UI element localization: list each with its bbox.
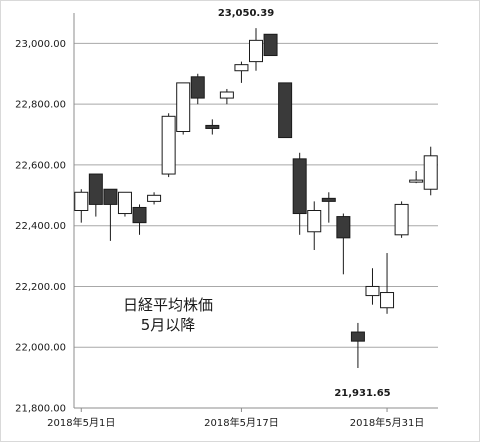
chart-title-line: 日経平均株価 <box>123 296 213 314</box>
y-tick-label: 22,800.00 <box>15 100 66 111</box>
annotation-label: 23,050.39 <box>218 8 274 19</box>
candle-body <box>292 158 307 215</box>
candle-body <box>219 91 234 99</box>
candle-body <box>409 179 424 183</box>
chart-title-line: 5月以降 <box>141 316 196 334</box>
y-tick-label: 23,000.00 <box>15 39 66 50</box>
y-tick-label: 22,600.00 <box>15 160 66 171</box>
y-tick-label: 22,400.00 <box>15 221 66 232</box>
candle-body <box>423 155 438 190</box>
candle-body <box>350 331 365 342</box>
candle-body <box>147 194 162 202</box>
y-tick-label: 22,200.00 <box>15 282 66 293</box>
candle-body <box>74 191 89 211</box>
candle-body <box>161 115 176 175</box>
candle-body <box>117 191 132 215</box>
candle-body <box>103 188 118 205</box>
annotation-label: 21,931.65 <box>334 388 390 399</box>
candle-body <box>394 203 409 236</box>
x-tick-label: 2018年5月31日 <box>350 416 425 429</box>
candle-body <box>263 33 278 57</box>
candle-body <box>249 39 263 63</box>
candle-body <box>380 292 395 309</box>
candle-body <box>278 82 293 139</box>
candle-body <box>132 206 147 224</box>
candle-body <box>88 173 103 205</box>
candle-body <box>205 124 220 129</box>
candle-body <box>190 76 205 99</box>
candle-body <box>365 285 380 297</box>
candle-body <box>336 216 351 239</box>
x-tick-label: 2018年5月17日 <box>204 416 279 429</box>
y-tick-label: 21,800.00 <box>15 404 66 415</box>
candle-body <box>234 64 249 72</box>
candle-body <box>321 197 336 202</box>
candle-body <box>176 82 191 132</box>
x-tick-label: 2018年5月1日 <box>47 416 115 429</box>
candle-body <box>307 210 322 233</box>
y-tick-label: 22,000.00 <box>15 343 66 354</box>
